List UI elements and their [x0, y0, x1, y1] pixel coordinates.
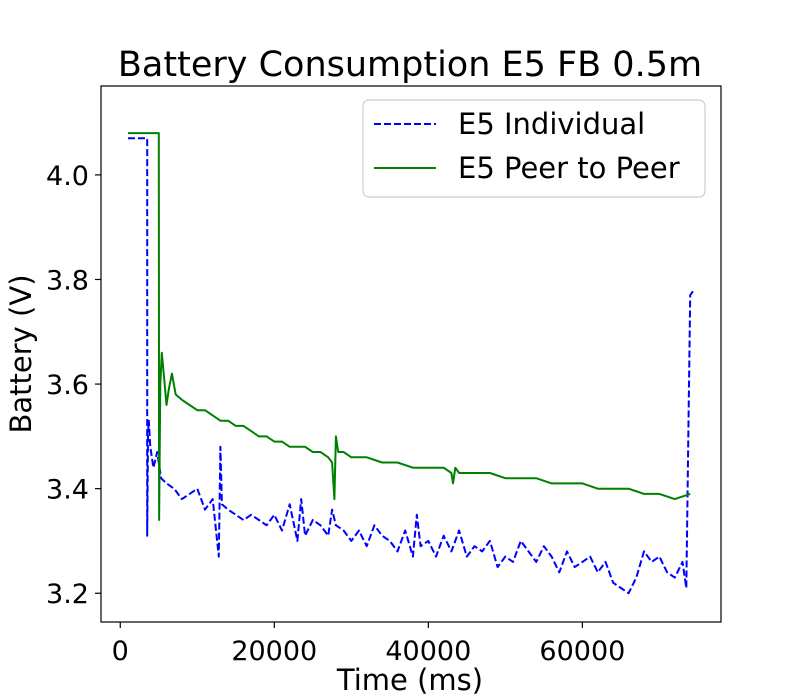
x-axis: 0 20000 40000 60000	[112, 622, 625, 667]
x-tick-label: 0	[112, 636, 129, 667]
y-axis-label: Battery (V)	[4, 274, 38, 433]
legend: E5 Individual E5 Peer to Peer	[362, 99, 706, 198]
y-tick-label: 4.0	[46, 161, 89, 192]
x-tick-label: 40000	[385, 636, 471, 667]
x-axis-label: Time (ms)	[336, 663, 483, 697]
y-tick-label: 3.8	[46, 265, 89, 296]
y-tick-label: 3.6	[46, 370, 89, 401]
y-tick-label: 3.2	[46, 579, 89, 610]
legend-box	[362, 99, 706, 198]
series-line-e5-individual	[128, 137, 695, 595]
legend-label-peer-to-peer: E5 Peer to Peer	[458, 151, 680, 185]
legend-label-individual: E5 Individual	[458, 107, 645, 141]
plot-area	[128, 132, 695, 595]
y-tick-label: 3.4	[46, 475, 89, 506]
x-tick-label: 20000	[231, 636, 317, 667]
chart-title: Battery Consumption E5 FB 0.5m	[118, 45, 702, 85]
series-line-e5-peer-to-peer	[128, 132, 691, 521]
x-tick-label: 60000	[539, 636, 625, 667]
plot-frame	[100, 85, 722, 623]
y-axis: 3.2 3.4 3.6 3.8 4.0	[46, 161, 101, 610]
